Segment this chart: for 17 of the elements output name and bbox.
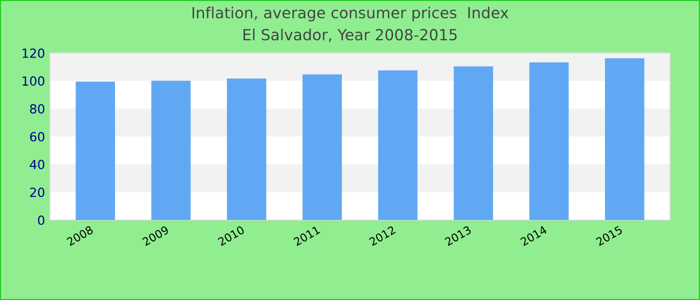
bar: [454, 66, 494, 220]
y-tick-label: 80: [30, 104, 44, 114]
chart-title: Inflation, average consumer prices Index: [192, 6, 508, 22]
bar: [302, 74, 342, 220]
y-tick-label: 40: [30, 160, 44, 170]
bar: [604, 58, 644, 220]
y-tick-label: 100: [22, 76, 44, 86]
bar: [226, 78, 266, 220]
bar: [378, 70, 418, 220]
y-tick-label: 20: [30, 188, 44, 198]
y-tick-label: 0: [38, 215, 44, 225]
y-tick-label: 60: [30, 132, 44, 142]
chart-subtitle: El Salvador, Year 2008-2015: [244, 28, 457, 42]
bar: [529, 62, 569, 220]
y-tick-label: 120: [22, 48, 44, 58]
bar: [76, 82, 116, 220]
bar: [151, 80, 191, 220]
